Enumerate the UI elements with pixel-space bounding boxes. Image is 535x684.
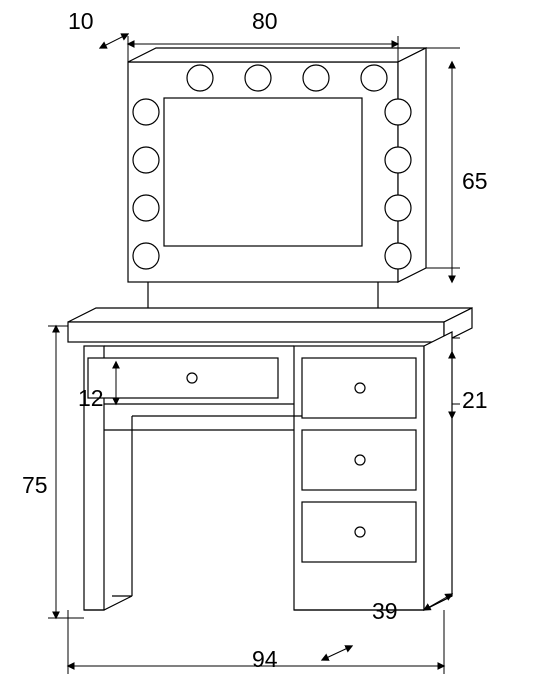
dim-mirror-depth: 10	[68, 8, 94, 35]
dim-table-depth: 39	[372, 598, 398, 625]
dim-mirror-width: 80	[252, 8, 278, 35]
dim-right-drawer-height: 21	[462, 387, 488, 414]
dim-table-height: 75	[22, 472, 48, 499]
diagram-svg	[0, 0, 535, 684]
dim-table-width: 94	[252, 646, 278, 673]
dim-thin-drawer-height: 12	[78, 385, 104, 412]
dim-mirror-height: 65	[462, 168, 488, 195]
vanity-dimension-diagram: 80 10 65 75 12 21 39 94	[0, 0, 535, 684]
